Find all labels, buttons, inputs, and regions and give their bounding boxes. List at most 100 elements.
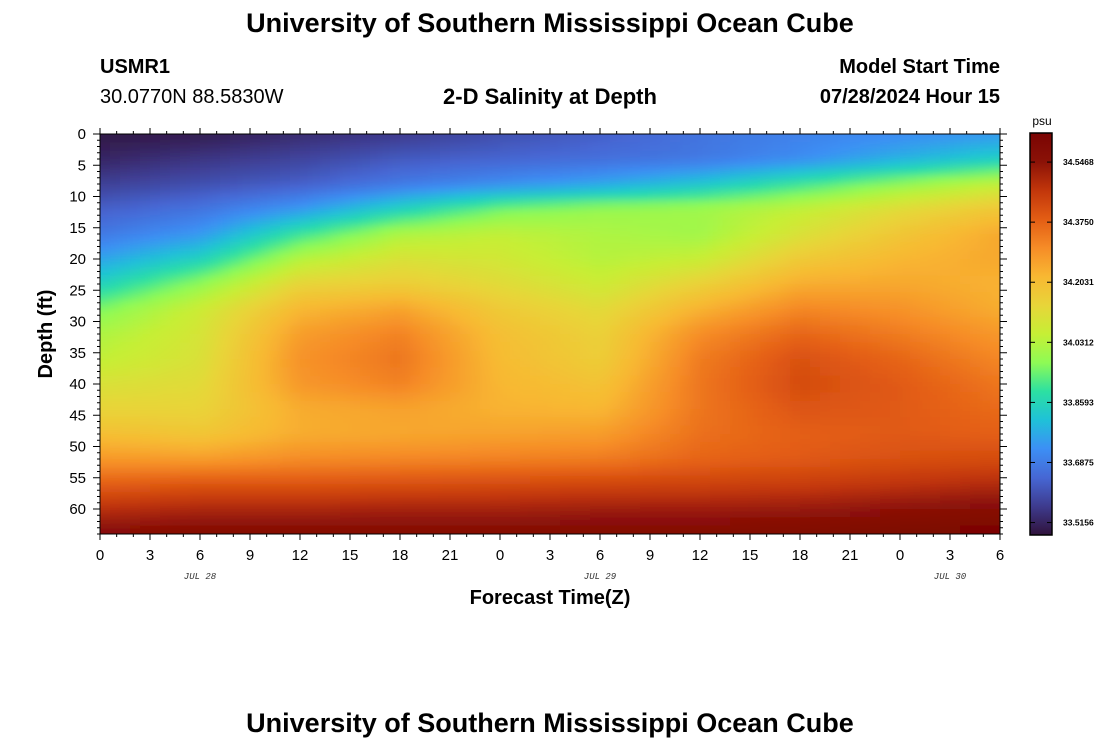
heatmap-cell <box>460 209 471 218</box>
heatmap-cell <box>710 284 721 293</box>
heatmap-cell <box>270 309 281 318</box>
heatmap-cell <box>100 459 101 468</box>
heatmap-cell <box>530 425 541 435</box>
heatmap-cell <box>340 534 351 543</box>
heatmap-cell <box>600 292 611 302</box>
heatmap-cell <box>510 184 521 193</box>
heatmap-cell <box>640 534 651 543</box>
heatmap-cell <box>710 167 721 177</box>
heatmap-cell <box>500 259 511 268</box>
heatmap-cell <box>350 484 361 493</box>
heatmap-cell <box>780 492 791 502</box>
heatmap-cell <box>510 359 521 368</box>
heatmap-cell <box>260 300 271 310</box>
heatmap-cell <box>820 484 831 493</box>
heatmap-cell <box>130 334 141 343</box>
heatmap-cell <box>230 509 241 518</box>
heatmap-cell <box>500 534 511 543</box>
heatmap-cell <box>710 417 721 427</box>
heatmap-cell <box>790 159 801 168</box>
heatmap-cell <box>230 525 241 534</box>
heatmap-cell <box>830 159 841 168</box>
heatmap-cell <box>390 234 401 243</box>
heatmap-cell <box>490 392 501 402</box>
heatmap-cell <box>720 284 731 293</box>
heatmap-cell <box>400 384 411 393</box>
heatmap-cell <box>520 267 531 277</box>
heatmap-cell <box>570 150 581 160</box>
heatmap-cell <box>870 492 881 502</box>
heatmap-cell <box>480 192 491 202</box>
heatmap-cell <box>150 225 161 235</box>
heatmap-cell <box>630 300 641 310</box>
heatmap-cell <box>150 359 161 368</box>
heatmap-cell <box>270 267 281 277</box>
heatmap-cell <box>480 150 491 160</box>
heatmap-cell <box>370 250 381 260</box>
heatmap-cell <box>100 467 111 477</box>
heatmap-cell <box>710 325 721 335</box>
heatmap-cell <box>110 517 121 527</box>
heatmap-cell <box>250 359 261 368</box>
heatmap-cell <box>360 242 371 252</box>
heatmap-cell <box>460 534 471 543</box>
heatmap-cell <box>300 434 311 443</box>
heatmap-cell <box>670 175 681 185</box>
heatmap-cell <box>870 175 881 185</box>
heatmap-cell <box>940 300 951 310</box>
heatmap-cell <box>250 150 261 160</box>
heatmap-cell <box>780 409 791 418</box>
heatmap-cell <box>830 234 841 243</box>
heatmap-cell <box>930 150 941 160</box>
heatmap-cell <box>120 192 131 202</box>
heatmap-cell <box>230 259 241 268</box>
heatmap-cell <box>260 167 271 177</box>
heatmap-cell <box>840 267 851 277</box>
heatmap-cell <box>850 200 861 210</box>
heatmap-cell <box>950 159 961 168</box>
heatmap-cell <box>200 392 211 402</box>
heatmap-cell <box>180 367 191 377</box>
heatmap-cell <box>670 359 681 368</box>
heatmap-cell <box>240 209 251 218</box>
heatmap-cell <box>200 409 211 418</box>
heatmap-cell <box>350 400 361 410</box>
heatmap-cell <box>100 200 111 210</box>
heatmap-cell <box>220 350 231 360</box>
heatmap-cell <box>470 284 481 293</box>
heatmap-cell <box>660 242 671 252</box>
heatmap-cell <box>320 200 331 210</box>
heatmap-cell <box>350 134 361 143</box>
heatmap-cell <box>340 384 351 393</box>
heatmap-cell <box>400 392 411 402</box>
heatmap-cell <box>870 292 881 302</box>
heatmap-cell <box>370 342 381 352</box>
heatmap-cell <box>1000 284 1011 293</box>
heatmap-cell <box>260 342 271 352</box>
heatmap-cell <box>970 267 981 277</box>
heatmap-cell <box>370 284 381 293</box>
heatmap-cell <box>590 359 601 368</box>
heatmap-cell <box>710 400 721 410</box>
heatmap-cell <box>240 434 251 443</box>
heatmap-cell <box>430 234 441 243</box>
heatmap-cell <box>170 267 181 277</box>
heatmap-cell <box>610 525 621 534</box>
heatmap-cell <box>550 392 561 402</box>
heatmap-cell <box>510 234 521 243</box>
heatmap-cell <box>520 159 531 168</box>
heatmap-cell <box>770 242 781 252</box>
heatmap-cell <box>960 234 971 243</box>
heatmap-cell <box>260 367 271 377</box>
heatmap-cell <box>370 509 381 518</box>
heatmap-cell <box>770 350 781 360</box>
heatmap-cell <box>970 284 981 293</box>
heatmap-cell <box>560 217 571 227</box>
heatmap-cell <box>680 242 691 252</box>
heatmap-cell <box>120 484 131 493</box>
heatmap-cell <box>820 367 831 377</box>
heatmap-cell <box>810 342 821 352</box>
heatmap-cell <box>750 267 761 277</box>
heatmap-cell <box>370 384 381 393</box>
heatmap-cell <box>160 225 171 235</box>
